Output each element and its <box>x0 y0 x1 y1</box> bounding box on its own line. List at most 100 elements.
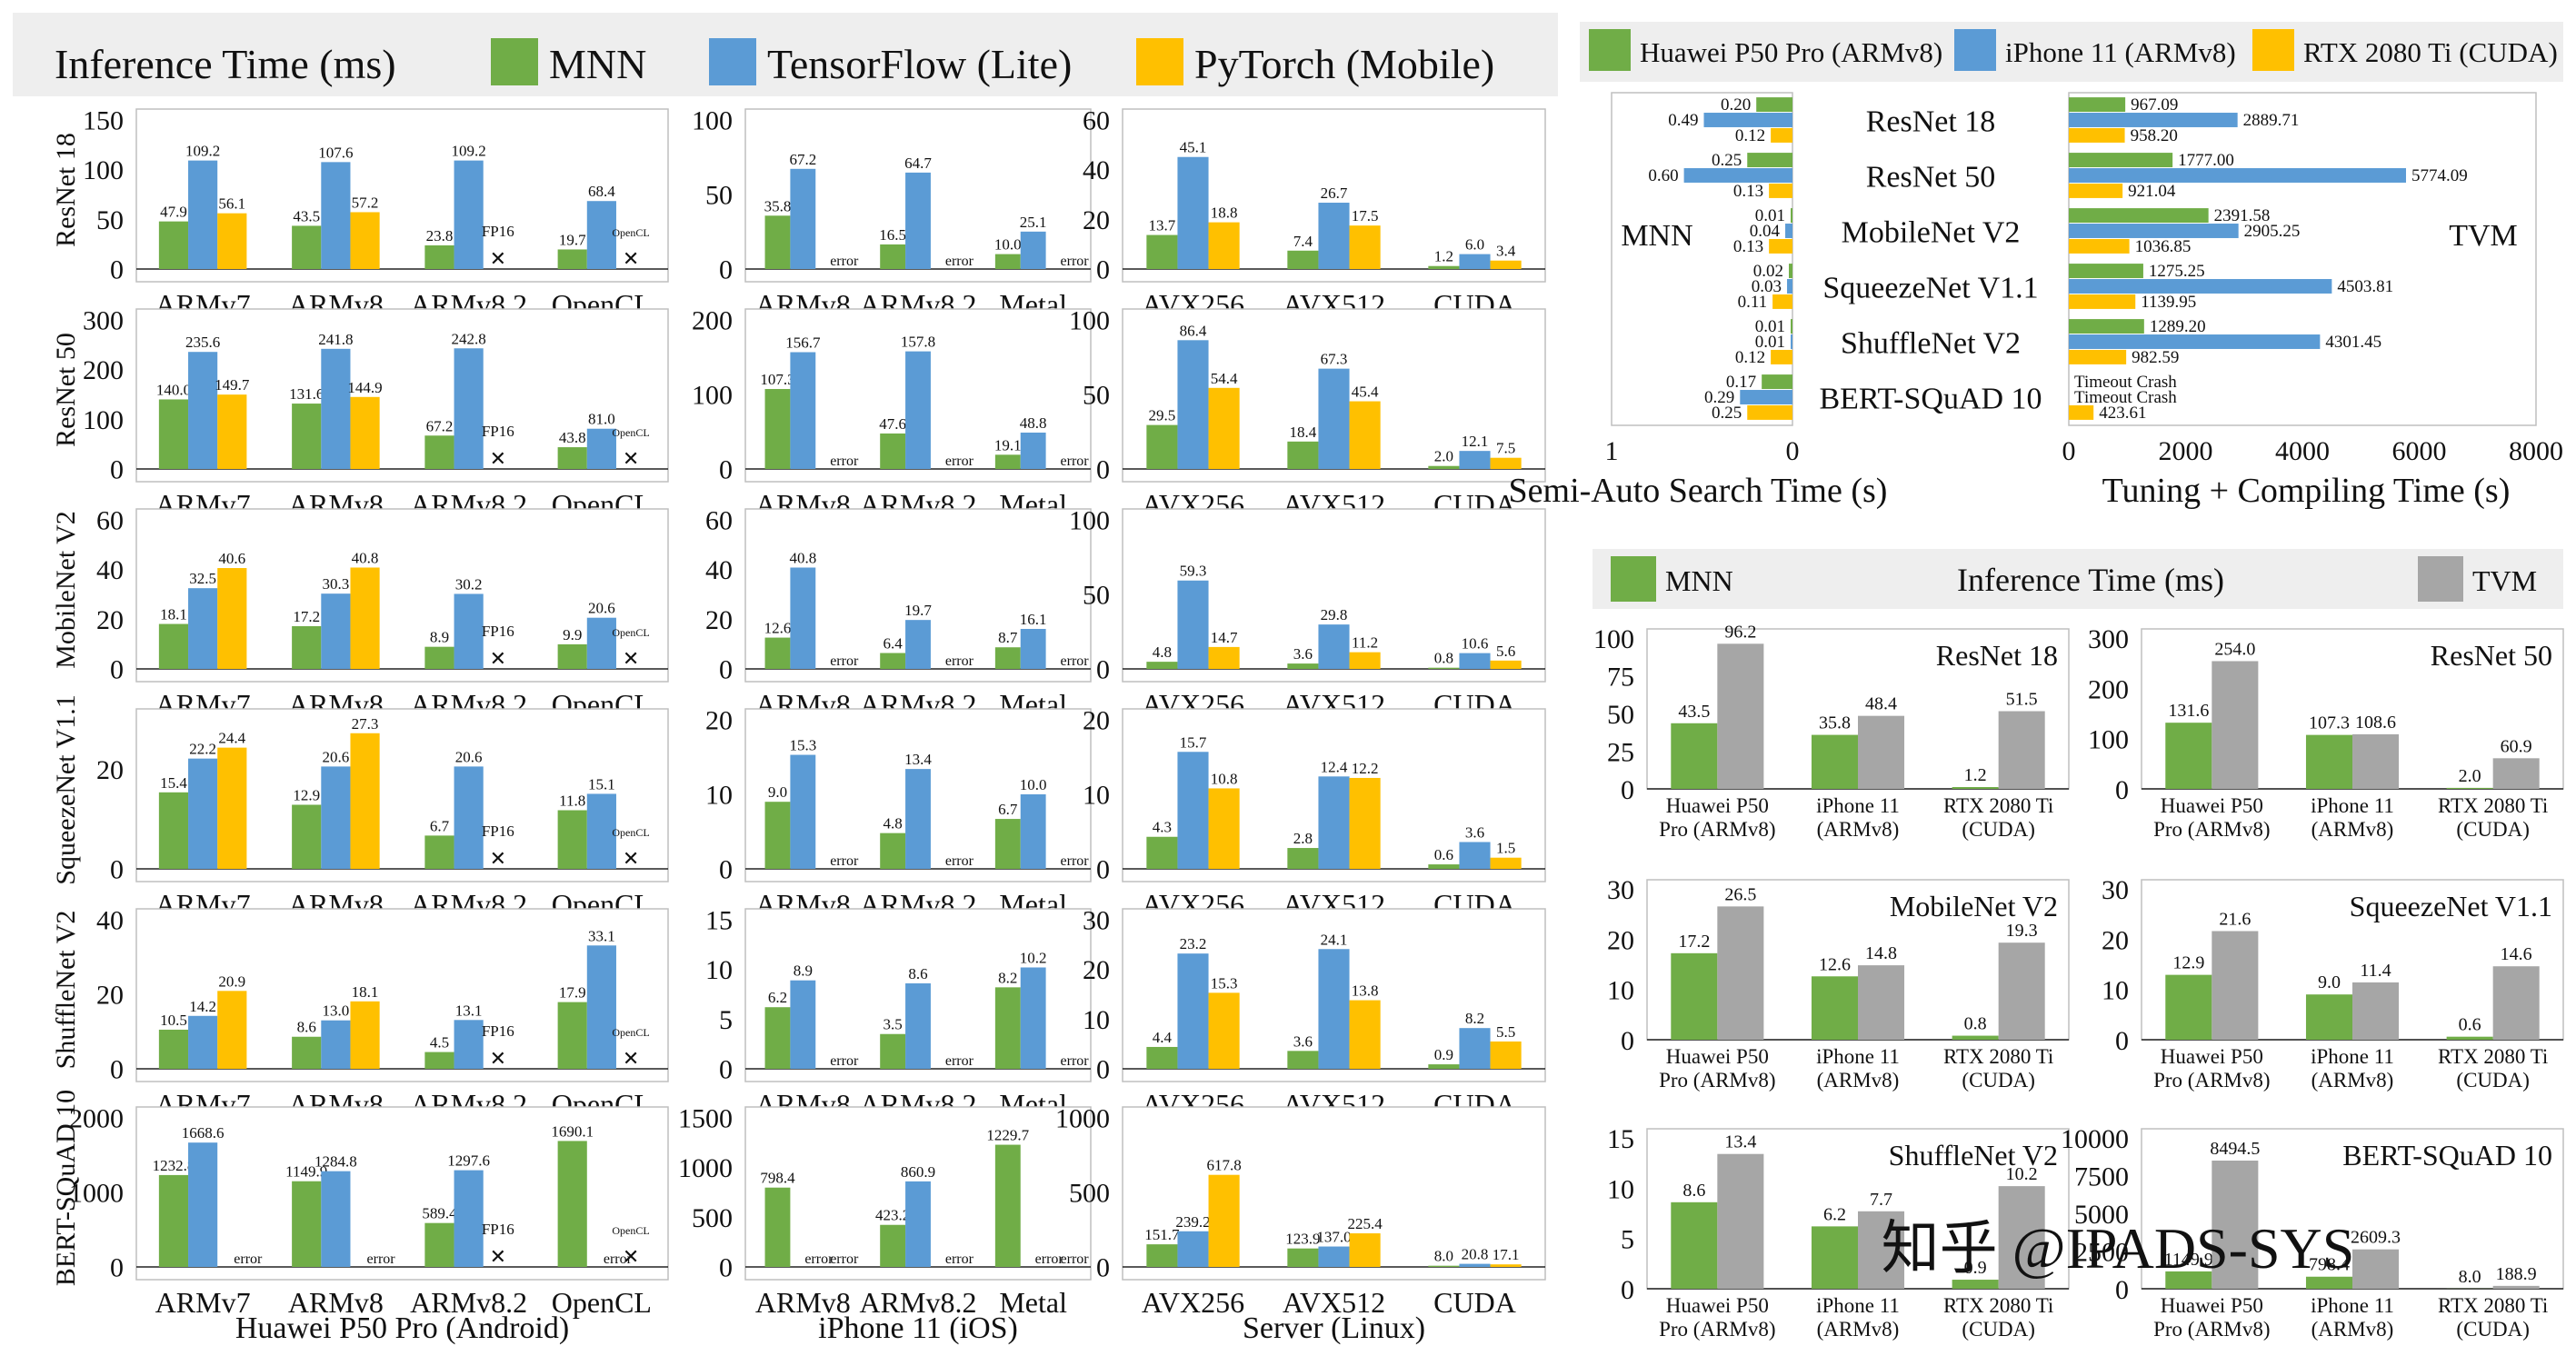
chart: 050100ARMv835.867.2errorARMv8.216.564.7e… <box>692 106 1092 321</box>
bar-value-label: 589.4 <box>422 1205 457 1222</box>
bar <box>158 792 189 869</box>
bar <box>1428 667 1460 669</box>
y-tick-label: 100 <box>83 155 124 185</box>
error-note: error <box>830 653 859 669</box>
error-note: error <box>945 1251 974 1267</box>
bar-value-label: 17.2 <box>1678 932 1710 952</box>
model-label: BERT-SQuAD 10 <box>1819 383 2042 416</box>
bar <box>188 588 218 669</box>
legend-label: MNN <box>549 41 646 87</box>
y-tick-label: 0 <box>1096 655 1110 685</box>
bar <box>1858 715 1905 789</box>
bar-value-label: 13.4 <box>1724 1132 1756 1152</box>
x-tick-label: Metal <box>999 1286 1067 1319</box>
hbar-mnn <box>1747 404 1792 420</box>
error-note: error <box>367 1251 396 1267</box>
y-tick-label: 1000 <box>678 1153 733 1183</box>
bar <box>905 620 931 669</box>
bar <box>1428 465 1460 469</box>
bar-value-label: 239.2 <box>1175 1213 1210 1231</box>
y-tick-label: 0 <box>1621 1275 1634 1305</box>
x-tick-label: 0 <box>2062 436 2076 466</box>
chart: 0100200ARMv8107.3156.7errorARMv8.247.615… <box>692 306 1092 521</box>
bar <box>321 593 351 669</box>
bar-value-label: 18.8 <box>1211 204 1238 222</box>
bar <box>188 758 218 869</box>
hbar-mnn <box>1791 334 1792 349</box>
bar-value-label: 22.2 <box>189 741 216 758</box>
bar <box>764 637 791 669</box>
bar-value-label: 144.9 <box>347 379 382 396</box>
x-tick-label: OpenCL <box>552 1286 652 1319</box>
x-tick-label: Pro (ARMv8) <box>1659 1318 1775 1341</box>
hbar-tvm <box>2069 168 2406 183</box>
bar <box>1146 424 1178 469</box>
bar <box>2165 1271 2212 1289</box>
y-tick-label: 0 <box>110 1253 124 1283</box>
subplot-title: ResNet 18 <box>1936 639 2058 672</box>
error-note: error <box>830 1251 859 1267</box>
bar-value-label: 26.7 <box>1321 184 1348 202</box>
x-tick-label: ARMv8 <box>755 1286 851 1319</box>
bar <box>321 348 351 469</box>
bar <box>158 623 189 669</box>
bar-value-label: 798.4 <box>760 1170 795 1187</box>
hbar-value-label: 2905.25 <box>2244 222 2301 241</box>
bar <box>905 172 931 269</box>
y-tick-label: 5000 <box>2074 1200 2129 1230</box>
bar <box>424 435 454 469</box>
hbar-mnn <box>1740 390 1792 404</box>
bar <box>1428 265 1460 269</box>
bar-value-label: 423.2 <box>875 1207 910 1224</box>
legend-swatch <box>709 38 756 85</box>
bar <box>880 244 906 269</box>
y-tick-label: 0 <box>110 255 124 285</box>
hbar-mnn <box>1785 224 1792 238</box>
x-tick-label: RTX 2080 Ti <box>1943 1294 2053 1317</box>
bar-value-label: 140.0 <box>156 381 191 398</box>
unsupported-note: FP16 <box>482 1022 514 1040</box>
y-tick-label: 50 <box>1083 581 1110 611</box>
model-label: ResNet 50 <box>1866 161 1996 194</box>
bar <box>2305 734 2352 789</box>
bar <box>1952 1280 1999 1289</box>
x-tick-label: 0 <box>1786 436 1800 466</box>
bar-value-label: 0.6 <box>2459 1015 2481 1035</box>
x-tick-label: 4000 <box>2275 436 2330 466</box>
bar <box>1717 906 1764 1040</box>
bar-value-label: 10.2 <box>1020 949 1047 966</box>
bar-value-label: 20.6 <box>455 748 483 765</box>
unsupported-note: FP16 <box>482 1221 514 1238</box>
hbar-mnn <box>1683 168 1792 183</box>
bar-value-label: 32.5 <box>189 570 216 587</box>
bar <box>1490 660 1522 669</box>
model-label: ResNet 18 <box>1866 105 1996 139</box>
bar <box>1020 967 1046 1069</box>
y-tick-label: 0 <box>719 1253 733 1283</box>
cross-mark: ✕ <box>490 847 506 870</box>
bar-value-label: 5.5 <box>1496 1023 1515 1041</box>
bar <box>158 1174 189 1267</box>
bar <box>350 567 380 669</box>
y-tick-label: 500 <box>1069 1179 1110 1209</box>
column-label: Huawei P50 Pro (Android) <box>235 1311 569 1345</box>
row-label: ResNet 18 <box>51 133 81 247</box>
y-tick-label: 20 <box>96 755 124 785</box>
row-label: SqueezeNet V1.1 <box>51 694 81 884</box>
bar <box>292 404 322 469</box>
bar <box>994 647 1021 669</box>
hbar-value-label: 0.13 <box>1733 182 1763 201</box>
bar-value-label: 67.2 <box>789 151 816 168</box>
bar-value-label: 96.2 <box>1724 622 1756 642</box>
bar <box>880 833 906 869</box>
bar-value-label: 12.6 <box>764 620 792 637</box>
bar <box>790 980 816 1069</box>
bar-value-label: 241.8 <box>318 331 353 348</box>
bar <box>880 1033 906 1069</box>
error-note: error <box>830 853 859 869</box>
bar-value-label: 40.8 <box>352 549 379 566</box>
hbar-tvm <box>2069 224 2239 238</box>
hbar-mnn <box>1769 183 1792 198</box>
bar <box>1459 1263 1491 1267</box>
